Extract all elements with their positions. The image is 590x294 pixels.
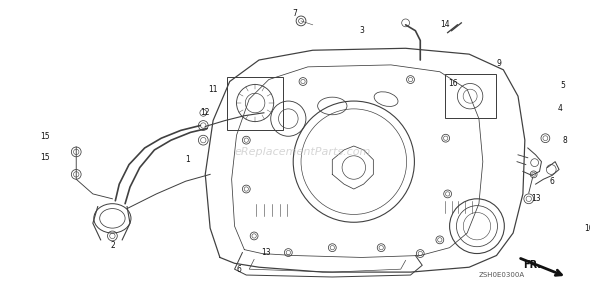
Text: 8: 8 (562, 136, 568, 145)
Text: 7: 7 (293, 9, 297, 18)
Text: 14: 14 (440, 20, 450, 29)
Text: 12: 12 (201, 108, 210, 117)
Text: FR.: FR. (523, 260, 541, 270)
Text: 9: 9 (496, 59, 501, 69)
Text: 13: 13 (261, 248, 271, 257)
Bar (227, 77, 283, 130)
Text: 5: 5 (560, 81, 565, 90)
Text: 1: 1 (185, 155, 190, 164)
Text: ZSH0E0300A: ZSH0E0300A (479, 272, 525, 278)
Text: 6: 6 (236, 265, 241, 274)
Text: 11: 11 (208, 85, 218, 94)
Text: 15: 15 (40, 132, 50, 141)
Text: 2: 2 (110, 241, 115, 250)
Text: 16: 16 (448, 79, 458, 88)
Bar (445, 74, 496, 118)
Text: 10: 10 (585, 224, 590, 233)
Text: 4: 4 (558, 104, 562, 113)
Text: 6: 6 (550, 177, 555, 186)
Text: 13: 13 (531, 194, 540, 203)
Text: 3: 3 (359, 26, 364, 35)
Text: 15: 15 (40, 153, 50, 162)
Text: eReplacementParts.com: eReplacementParts.com (235, 147, 371, 157)
